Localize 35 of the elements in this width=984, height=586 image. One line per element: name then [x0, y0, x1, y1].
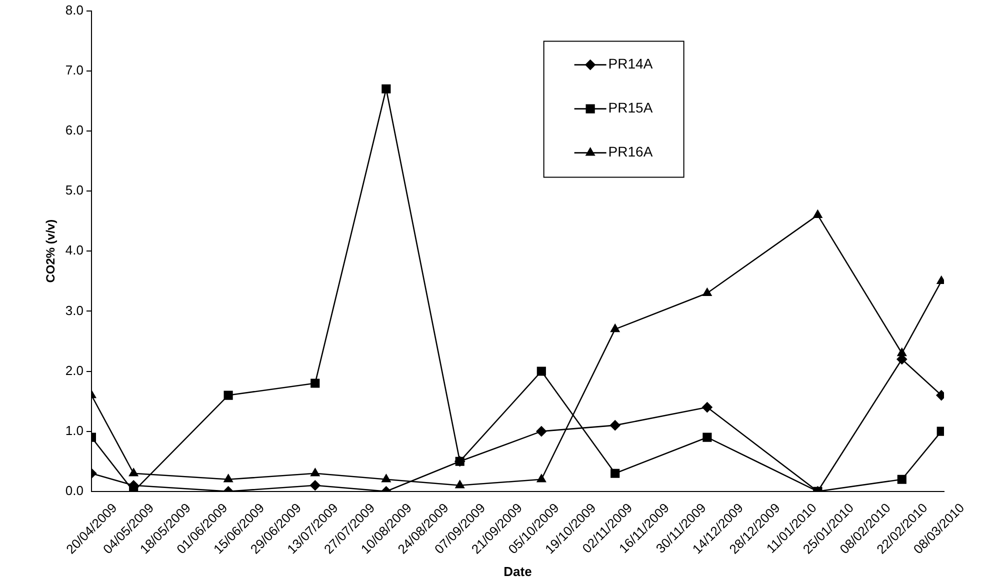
- legend-label: PR16A: [608, 144, 654, 160]
- point: [702, 288, 712, 296]
- point: [224, 390, 233, 400]
- x-axis-title: Date: [504, 564, 532, 579]
- legend-label: PR15A: [608, 100, 654, 116]
- point: [610, 468, 620, 478]
- y-tick-label: 2.0: [65, 362, 84, 378]
- point: [702, 402, 712, 412]
- point: [610, 420, 620, 430]
- point: [382, 84, 391, 94]
- point: [702, 432, 712, 442]
- point: [536, 366, 546, 376]
- point: [897, 348, 906, 356]
- y-axis-title: CO2% (v/v): [44, 219, 58, 283]
- point: [897, 474, 906, 484]
- point: [610, 324, 620, 332]
- y-tick-label: 3.0: [65, 302, 84, 318]
- y-tick-label: 0.0: [65, 482, 84, 498]
- point: [224, 474, 233, 482]
- y-tick-label: 8.0: [65, 2, 84, 18]
- point: [310, 378, 320, 388]
- y-tick-label: 6.0: [65, 122, 84, 138]
- point: [129, 468, 138, 476]
- point: [536, 474, 546, 482]
- point: [455, 480, 464, 488]
- point: [310, 480, 320, 491]
- legend-label: PR14A: [608, 56, 654, 72]
- point: [813, 210, 822, 218]
- point: [536, 426, 547, 436]
- y-tick-label: 1.0: [65, 422, 84, 438]
- point: [382, 474, 391, 482]
- y-tick-label: 5.0: [65, 182, 84, 198]
- y-tick-label: 4.0: [65, 242, 84, 258]
- point: [310, 468, 320, 476]
- y-tick-label: 7.0: [65, 62, 84, 78]
